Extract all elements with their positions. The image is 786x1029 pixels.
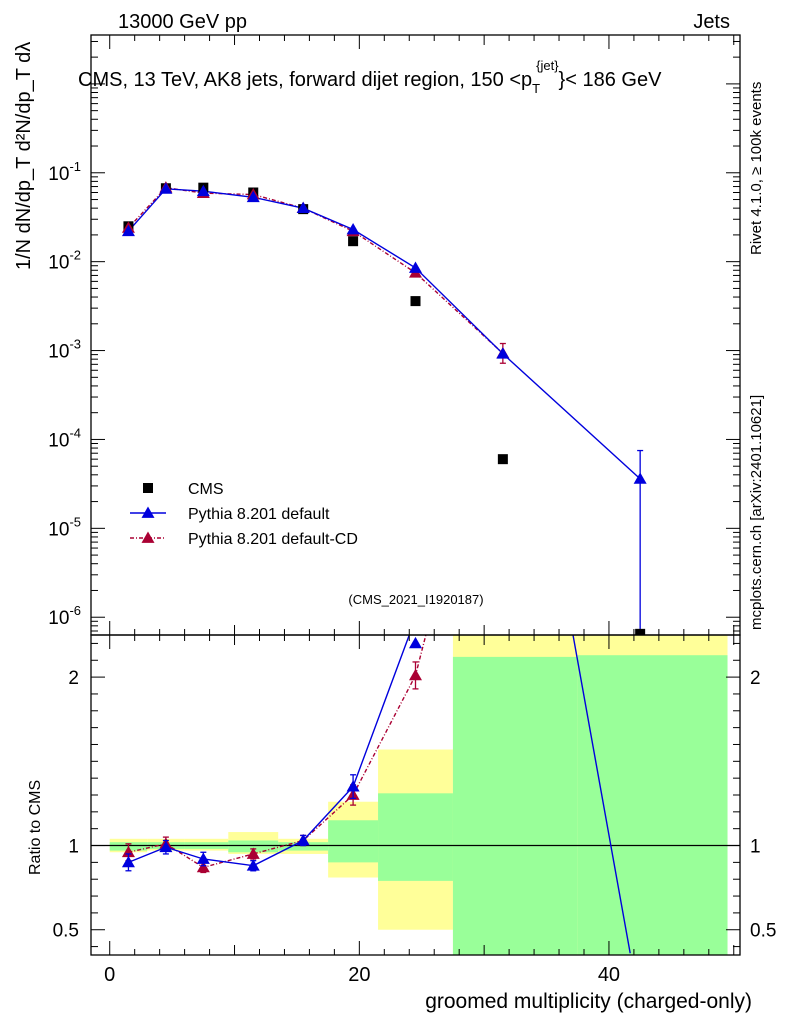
ratio-ytick-label-right-2: 2	[750, 668, 761, 689]
plot-title-sub: T	[532, 81, 540, 96]
cms-marker-8	[635, 628, 646, 635]
main-marker-pythia-default-0	[121, 224, 135, 237]
main-ytick-label-exp-4: -2	[69, 248, 81, 263]
legend-marker-cms	[143, 483, 153, 493]
xtick-label-0: 0	[104, 964, 115, 986]
ratio-ytick-label-left-2: 2	[68, 668, 79, 689]
main-ytick-label-3: 10-3	[48, 337, 81, 363]
ratio-marker-pythia_default-4	[296, 833, 310, 846]
ratio-marker-pythia_default-1	[159, 840, 173, 853]
legend-label-cms: CMS	[188, 481, 224, 498]
main-ytick-label-4: 10-2	[48, 248, 81, 274]
main-ytick-label-exp-5: -1	[69, 159, 81, 174]
ratio-band-inner-4	[278, 842, 329, 851]
xtick-label-1: 20	[348, 964, 370, 986]
ratio-panel	[91, 635, 740, 955]
main-marker-pythia-default-4	[296, 201, 310, 214]
ratio-ytick-label-left-0: 0.5	[53, 921, 79, 942]
ratio-line-pythia_cd	[128, 635, 427, 869]
main-marker-pythia-default-1	[159, 182, 173, 194]
ratio-marker-pythia_default-0	[121, 855, 135, 868]
main-ytick-label-base-1: 10	[48, 519, 69, 540]
main-marker-pythia-default-3	[246, 190, 260, 203]
main-ytick-label-base-3: 10	[48, 342, 69, 363]
cms-marker-6	[410, 296, 421, 307]
ratio-marker-pythia_cd-3	[246, 847, 260, 859]
ratio-marker-pythia_cd-2	[196, 860, 210, 873]
main-line-pythia_cd	[127, 186, 504, 354]
main-ytick-label-2: 10-4	[48, 425, 81, 451]
ratio-band-inner-7	[452, 656, 578, 955]
main-ytick-label-base-5: 10	[48, 164, 69, 185]
ratio-marker-pythia_default-2	[196, 852, 210, 864]
ratio-marker-pythia_default-3	[246, 859, 260, 871]
main-panel	[121, 181, 647, 635]
main-ytick-label-1: 10-5	[48, 514, 81, 540]
ratio-marker-pythia_cd-0	[121, 845, 135, 858]
main-marker-pythia-default-7	[496, 347, 510, 359]
main-ytick-label-base-4: 10	[48, 253, 69, 274]
plot-title-sup: {jet}	[536, 58, 559, 73]
ratio-ytick-label-left-1: 1	[68, 837, 79, 858]
plot-title-tail: }< 186 GeV	[559, 69, 663, 91]
main-y-axis-label: 1/N dN/dp_T d²N/dp_T dλ	[13, 42, 35, 270]
main-marker-pythia-default-6	[409, 261, 422, 273]
main-marker-pythia-default-5	[346, 223, 360, 235]
cms-marker-7	[497, 454, 508, 465]
legend-label-pythia_default: Pythia 8.201 default	[188, 506, 330, 523]
main-marker-pythia-default-2	[196, 184, 210, 197]
ratio-marker-pythia_default-6	[409, 636, 422, 649]
plot-title-main: CMS, 13 TeV, AK8 jets, forward dijet reg…	[78, 69, 532, 91]
main-ytick-label-base-2: 10	[48, 430, 69, 451]
header-right-text: Jets	[693, 11, 730, 33]
analysis-id: (CMS_2021_I1920187)	[348, 592, 483, 607]
main-y-axis-label-text: 1/N dN/dp_T d²N/dp_T dλ	[13, 42, 35, 270]
xtick-label-2: 40	[598, 964, 620, 986]
legend: CMS Pythia 8.201 default Pythia 8.201 defa…	[130, 481, 358, 548]
ratio-ytick-label-right-1: 1	[750, 837, 761, 858]
ratio-band-inner-3	[228, 840, 279, 853]
ratio-y-axis-label: Ratio to CMS	[27, 780, 44, 875]
ratio-marker-pythia_cd-6	[409, 668, 422, 681]
ratio-band-inner-5	[328, 820, 379, 863]
main-line-pythia_default	[127, 188, 641, 480]
main-ytick-label-exp-1: -5	[69, 514, 81, 529]
cms-marker-5	[348, 236, 359, 247]
main-ytick-label-exp-3: -3	[69, 337, 81, 352]
main-marker-pythia-default-8	[633, 472, 647, 484]
main-ytick-label-exp-2: -4	[69, 425, 81, 440]
ratio-band-inner-8	[577, 655, 728, 955]
axes-frames: 10-610-510-410-310-210-10.5 0.51 12 20 20 40	[48, 34, 776, 986]
legend-marker-pythia_cd	[141, 531, 155, 543]
mcplots-label: mcplots.cern.ch [arXiv:2401.10621]	[748, 395, 765, 630]
plot-title: CMS, 13 TeV, AK8 jets, forward dijet reg…	[78, 58, 662, 96]
main-ytick-label-5: 10-1	[48, 159, 81, 185]
main-ytick-label-exp-0: -6	[69, 603, 81, 618]
header-left-text: 13000 GeV pp	[118, 11, 247, 33]
rivet-label: Rivet 4.1.0, ≥ 100k events	[748, 82, 765, 255]
main-ytick-label-0: 10-6	[48, 603, 81, 629]
ratio-marker-pythia_default-5	[346, 780, 360, 792]
legend-label-pythia_cd: Pythia 8.201 default-CD	[188, 531, 358, 548]
ratio-ytick-label-right-0: 0.5	[750, 921, 776, 942]
x-axis-label: groomed multiplicity (charged-only)	[425, 990, 752, 1013]
legend-marker-pythia_default	[141, 506, 155, 518]
main-ytick-label-base-0: 10	[48, 608, 69, 629]
ratio-band-inner-6	[378, 793, 453, 881]
